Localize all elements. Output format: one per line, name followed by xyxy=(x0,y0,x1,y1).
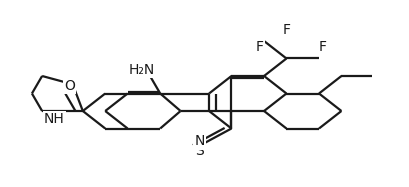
Text: F: F xyxy=(256,40,263,54)
Text: H₂N: H₂N xyxy=(128,62,155,76)
Text: F: F xyxy=(318,40,326,54)
Text: O: O xyxy=(64,79,75,93)
Text: S: S xyxy=(195,144,204,158)
Text: F: F xyxy=(282,23,290,37)
Text: N: N xyxy=(194,134,204,148)
Text: NH: NH xyxy=(44,112,64,126)
